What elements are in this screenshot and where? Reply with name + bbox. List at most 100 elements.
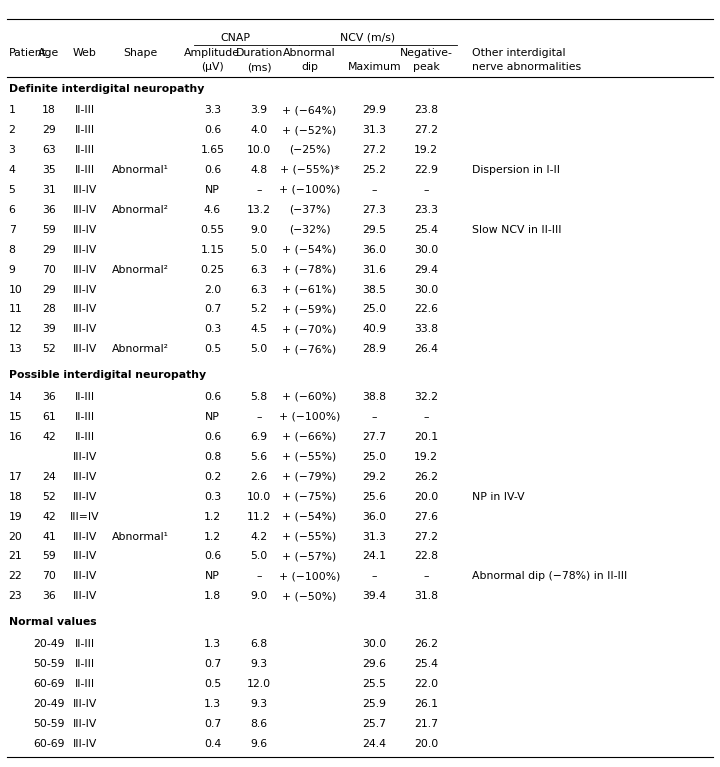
Text: II-III: II-III [75,165,95,175]
Text: 70: 70 [42,265,56,275]
Text: 10.0: 10.0 [247,145,271,155]
Text: III-IV: III-IV [73,719,97,729]
Text: 29.2: 29.2 [362,472,387,482]
Text: 16: 16 [9,432,22,442]
Text: peak: peak [413,62,440,72]
Text: Slow NCV in II-III: Slow NCV in II-III [472,225,561,235]
Text: 5.0: 5.0 [251,245,268,255]
Text: 6.3: 6.3 [251,285,268,295]
Text: III-IV: III-IV [73,452,97,462]
Text: –: – [423,571,429,581]
Text: 11: 11 [9,304,22,314]
Text: 31.6: 31.6 [362,265,387,275]
Text: 3.9: 3.9 [251,105,268,115]
Text: 24.4: 24.4 [362,739,387,749]
Text: III-IV: III-IV [73,265,97,275]
Text: dip: dip [301,62,318,72]
Text: II-III: II-III [75,412,95,422]
Text: 2.6: 2.6 [251,472,268,482]
Text: 8.6: 8.6 [251,719,268,729]
Text: III-IV: III-IV [73,205,97,215]
Text: II-III: II-III [75,679,95,689]
Text: 21: 21 [9,551,22,561]
Text: 1.3: 1.3 [204,699,221,709]
Text: Duration: Duration [235,48,283,58]
Text: 30.0: 30.0 [414,245,438,255]
Text: 10: 10 [9,285,22,295]
Text: 31.8: 31.8 [414,591,438,601]
Text: (−32%): (−32%) [289,225,330,235]
Text: 9: 9 [9,265,16,275]
Text: 20.0: 20.0 [414,739,438,749]
Text: 4.6: 4.6 [204,205,221,215]
Text: 29.6: 29.6 [362,659,387,669]
Text: + (−60%): + (−60%) [282,392,337,402]
Text: III-IV: III-IV [73,285,97,295]
Text: 3: 3 [9,145,16,155]
Text: 36: 36 [42,591,56,601]
Text: 35: 35 [42,165,56,175]
Text: 36: 36 [42,392,56,402]
Text: 14: 14 [9,392,22,402]
Text: 9.0: 9.0 [251,225,268,235]
Text: 52: 52 [42,492,56,502]
Text: 31: 31 [42,185,56,195]
Text: + (−57%): + (−57%) [282,551,337,561]
Text: + (−76%): + (−76%) [282,344,337,354]
Text: 25.7: 25.7 [362,719,387,729]
Text: –: – [256,571,262,581]
Text: 28: 28 [42,304,56,314]
Text: 1.15: 1.15 [200,245,225,255]
Text: 63: 63 [42,145,56,155]
Text: 52: 52 [42,344,56,354]
Text: NP: NP [205,185,220,195]
Text: 20: 20 [9,532,22,542]
Text: Abnormal: Abnormal [283,48,336,58]
Text: 6: 6 [9,205,16,215]
Text: 0.6: 0.6 [204,392,221,402]
Text: + (−52%): + (−52%) [282,125,337,135]
Text: –: – [256,185,262,195]
Text: –: – [372,571,377,581]
Text: 60-69: 60-69 [33,739,65,749]
Text: + (−61%): + (−61%) [282,285,337,295]
Text: III-IV: III-IV [73,185,97,195]
Text: 2: 2 [9,125,16,135]
Text: III-IV: III-IV [73,245,97,255]
Text: 0.8: 0.8 [204,452,221,462]
Text: + (−100%): + (−100%) [279,185,341,195]
Text: 25.9: 25.9 [362,699,387,709]
Text: 42: 42 [42,512,56,522]
Text: 31.3: 31.3 [362,125,387,135]
Text: 39.4: 39.4 [362,591,387,601]
Text: 13: 13 [9,344,22,354]
Text: –: – [423,185,429,195]
Text: 5: 5 [9,185,16,195]
Text: 18: 18 [42,105,56,115]
Text: nerve abnormalities: nerve abnormalities [472,62,581,72]
Text: 26.2: 26.2 [414,639,438,649]
Text: (−25%): (−25%) [289,145,330,155]
Text: 0.5: 0.5 [204,344,221,354]
Text: 5.0: 5.0 [251,344,268,354]
Text: 4.8: 4.8 [251,165,268,175]
Text: 36: 36 [42,205,56,215]
Text: 21.7: 21.7 [414,719,438,729]
Text: 59: 59 [42,551,56,561]
Text: Web: Web [73,48,97,58]
Text: 22.0: 22.0 [414,679,438,689]
Text: 4.2: 4.2 [251,532,268,542]
Text: 0.7: 0.7 [204,659,221,669]
Text: 27.2: 27.2 [414,125,438,135]
Text: 50-59: 50-59 [33,719,65,729]
Text: 0.6: 0.6 [204,165,221,175]
Text: 26.2: 26.2 [414,472,438,482]
Text: 24.1: 24.1 [362,551,387,561]
Text: 20.0: 20.0 [414,492,438,502]
Text: Normal values: Normal values [9,617,96,627]
Text: 22.6: 22.6 [414,304,438,314]
Text: III=IV: III=IV [70,512,100,522]
Text: + (−75%): + (−75%) [282,492,337,502]
Text: + (−54%): + (−54%) [282,245,337,255]
Text: 36.0: 36.0 [362,512,387,522]
